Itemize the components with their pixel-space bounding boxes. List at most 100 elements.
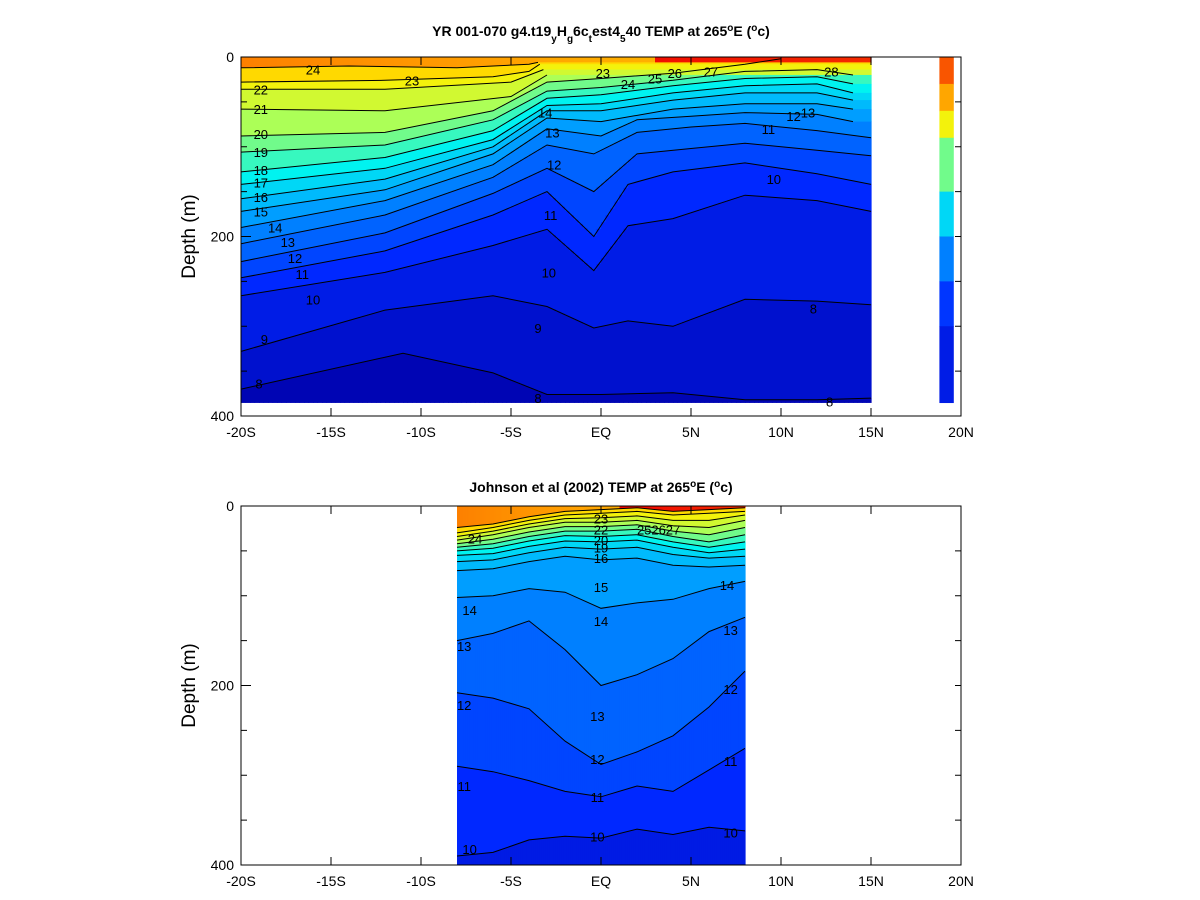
- field-cell: [254, 57, 260, 68]
- field-cell: [844, 153, 850, 180]
- field-cell: [547, 74, 553, 83]
- field-cell: [335, 110, 341, 134]
- field-cell: [640, 506, 643, 509]
- field-cell: [452, 166, 458, 178]
- field-cell: [537, 506, 540, 516]
- field-cell: [627, 535, 631, 541]
- field-cell: [467, 767, 470, 856]
- field-cell: [609, 521, 612, 527]
- field-cell: [358, 219, 364, 239]
- field-cell: [799, 84, 805, 94]
- field-cell: [512, 591, 516, 627]
- field-cell: [781, 57, 787, 63]
- contour-label: 23: [594, 512, 608, 527]
- field-cell: [563, 836, 567, 865]
- field-cell: [358, 80, 364, 90]
- coast-strip-cell: [939, 83, 954, 112]
- field-cell: [619, 535, 623, 542]
- field-cell: [326, 89, 332, 111]
- field-cell: [655, 151, 661, 177]
- field-cell: [605, 394, 611, 403]
- field-cell: [561, 541, 565, 548]
- field-cell: [677, 565, 680, 599]
- field-cell: [578, 522, 582, 528]
- field-cell: [812, 399, 818, 403]
- field-cell: [533, 196, 539, 234]
- field-cell: [491, 531, 495, 536]
- field-cell: [277, 220, 283, 237]
- field-cell: [295, 217, 301, 233]
- field-cell: [610, 130, 616, 146]
- field-cell: [652, 667, 656, 745]
- field-cell: [724, 508, 728, 513]
- field-cell: [682, 69, 688, 76]
- field-cell: [560, 394, 566, 403]
- field-cell: [714, 519, 717, 527]
- field-cell: [578, 663, 582, 751]
- field-cell: [731, 104, 737, 114]
- field-cell: [488, 57, 494, 67]
- field-cell: [817, 114, 823, 132]
- field-cell: [290, 268, 296, 288]
- field-cell: [821, 64, 827, 70]
- field-cell: [610, 62, 616, 65]
- field-cell: [560, 69, 566, 76]
- field-cell: [677, 108, 683, 118]
- field-cell: [380, 168, 386, 180]
- field-cell: [461, 57, 467, 68]
- field-cell: [537, 518, 540, 523]
- field-cell: [709, 311, 715, 397]
- field-cell: [656, 523, 660, 529]
- field-cell: [587, 153, 593, 190]
- field-cell: [691, 394, 697, 403]
- field-cell: [758, 92, 764, 105]
- field-cell: [551, 110, 557, 119]
- field-cell: [853, 74, 859, 85]
- field-cell: [344, 195, 350, 209]
- field-cell: [498, 552, 501, 560]
- field-cell: [707, 506, 711, 510]
- field-cell: [817, 130, 823, 151]
- field-cell: [689, 549, 693, 557]
- field-cell: [457, 555, 460, 562]
- field-cell: [629, 540, 633, 548]
- field-cell: [574, 110, 580, 121]
- field-cell: [526, 536, 530, 542]
- field-cell: [790, 62, 796, 65]
- field-cell: [245, 294, 251, 350]
- field-cell: [808, 300, 814, 401]
- field-cell: [308, 229, 314, 249]
- field-cell: [561, 522, 565, 528]
- field-cell: [687, 538, 691, 545]
- field-cell: [682, 91, 688, 100]
- field-cell: [857, 57, 863, 63]
- field-cell: [543, 550, 547, 560]
- field-cell: [518, 533, 522, 539]
- field-cell: [542, 57, 548, 63]
- field-cell: [250, 197, 256, 211]
- field-cell: [570, 506, 573, 512]
- field-cell: [738, 521, 742, 529]
- field-cell: [459, 693, 462, 768]
- field-cell: [619, 833, 623, 865]
- contour-label: 11: [544, 208, 558, 223]
- field-cell: [697, 510, 701, 515]
- field-cell: [659, 220, 665, 326]
- field-cell: [570, 792, 573, 837]
- field-cell: [538, 78, 544, 87]
- field-cell: [610, 119, 616, 132]
- field-cell: [308, 284, 314, 332]
- field-cell: [635, 524, 639, 530]
- field-cell: [628, 64, 634, 70]
- field-cell: [635, 558, 639, 604]
- field-cell: [494, 547, 497, 554]
- field-cell: [596, 682, 600, 763]
- field-cell: [578, 110, 584, 121]
- field-cell: [500, 546, 503, 553]
- field-cell: [588, 526, 592, 532]
- field-cell: [635, 515, 639, 521]
- field-cell: [742, 534, 746, 543]
- field-cell: [830, 87, 836, 97]
- field-cell: [817, 57, 823, 63]
- field-cell: [631, 540, 635, 548]
